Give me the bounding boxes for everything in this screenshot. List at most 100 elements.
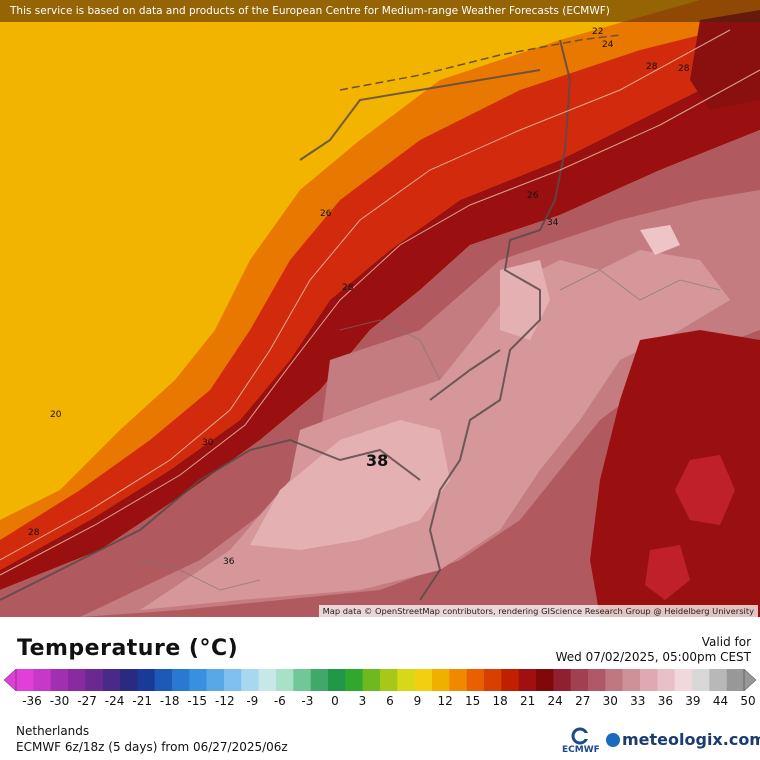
scale-cell (657, 669, 675, 691)
scale-tick-labels: -36 -30 -27 -24 -21 -18 -15 -12 -9 -6 -3 0 3 6 9 12 15 18… (0, 694, 760, 712)
contour-label: 34 (547, 218, 559, 228)
scale-tick: -36 (22, 694, 42, 708)
scale-tick: -15 (187, 694, 207, 708)
scale-cell (726, 669, 745, 691)
scale-cell (50, 669, 69, 691)
scale-cell (258, 669, 277, 691)
contour-label: 26 (320, 209, 332, 219)
contour-label: 30 (202, 438, 214, 448)
scale-cell (536, 669, 554, 691)
scale-cell (553, 669, 571, 691)
scale-tick: -27 (77, 694, 97, 708)
scale-tick: -21 (132, 694, 152, 708)
map-attribution[interactable]: Map data © OpenStreetMap contributors, r… (318, 605, 758, 617)
scale-cell (449, 669, 467, 691)
contour-label: 28 (646, 62, 658, 72)
scale-cell (328, 669, 346, 691)
scale-tick: 15 (464, 694, 481, 708)
scale-tick: 18 (492, 694, 508, 708)
map-layer (0, 0, 760, 617)
scale-cell (588, 669, 606, 691)
scale-cell (605, 669, 623, 691)
region-name: Netherlands (16, 724, 90, 738)
scale-cell (484, 669, 502, 691)
scale-tick: -18 (159, 694, 180, 708)
scale-tick: -30 (49, 694, 70, 708)
scale-cell (85, 669, 103, 691)
scale-cell (414, 669, 433, 691)
scale-cell (120, 669, 138, 691)
scale-tick: 6 (386, 694, 394, 708)
scale-cell (397, 669, 415, 691)
color-scale (4, 669, 756, 691)
ecmwf-logo-text: ECMWF (562, 745, 600, 755)
scale-tick: 12 (437, 694, 453, 708)
scale-cell (362, 669, 381, 691)
scale-tick: 39 (685, 694, 701, 708)
scale-cell (518, 669, 537, 691)
scale-right-arrow (743, 669, 756, 691)
scale-tick: 30 (602, 694, 618, 708)
ecmwf-banner: This service is based on data and produc… (0, 0, 760, 22)
scale-cell (674, 669, 693, 691)
scale-cell (640, 669, 658, 691)
meteologix-icon (606, 733, 620, 747)
ecmwf-logo-icon (571, 727, 590, 745)
scale-tick: 27 (575, 694, 591, 708)
scale-tick: -12 (214, 694, 235, 708)
scale-cell (68, 669, 86, 691)
ecmwf-logo: ECMWF (558, 726, 602, 758)
chart-title: Temperature (°C) (17, 636, 239, 661)
scale-cell (16, 669, 34, 691)
valid-label: Valid for (701, 635, 751, 649)
scale-tick: -6 (273, 694, 286, 708)
scale-cell (345, 669, 363, 691)
scale-tick: 33 (630, 694, 646, 708)
valid-time: Wed 07/02/2025, 05:00pm CEST (555, 650, 751, 664)
contour-label: 28 (678, 64, 690, 74)
scale-cell (206, 669, 225, 691)
scale-tick: 3 (358, 694, 367, 708)
contour-label: 24 (602, 40, 614, 50)
scale-cell (137, 669, 155, 691)
scale-cell (33, 669, 51, 691)
scale-tick: 24 (547, 694, 563, 708)
contour-label: 26 (527, 191, 539, 201)
contour-label: 28 (28, 528, 40, 538)
max-temperature-label: 38 (366, 451, 389, 470)
scale-cell (224, 669, 242, 691)
scale-cell (189, 669, 207, 691)
scale-tick: 21 (520, 694, 536, 708)
scale-tick: 9 (413, 694, 422, 708)
scale-cell (310, 669, 329, 691)
scale-cell (501, 669, 519, 691)
scale-tick: -3 (301, 694, 314, 708)
scale-tick: -9 (246, 694, 259, 708)
scale-cell (570, 669, 589, 691)
scale-cell (466, 669, 485, 691)
meteologix-text: meteologix.com (622, 730, 760, 749)
contour-label: 36 (223, 557, 235, 567)
scale-cell (432, 669, 450, 691)
scale-tick: 0 (331, 694, 339, 708)
scale-tick: 36 (657, 694, 674, 708)
contour-label: 28 (342, 283, 354, 293)
meteologix-logo[interactable]: meteologix.com (606, 730, 760, 749)
temperature-map[interactable]: This service is based on data and produc… (0, 0, 760, 617)
scale-cell (172, 669, 190, 691)
scale-cell (709, 669, 727, 691)
scale-tick: 44 (712, 694, 729, 708)
scale-cell (276, 669, 294, 691)
scale-cell (102, 669, 121, 691)
scale-tick: 50 (740, 694, 756, 708)
scale-cell (293, 669, 311, 691)
scale-left-arrow (4, 669, 17, 691)
scale-cell (154, 669, 173, 691)
contour-label: 20 (50, 410, 62, 420)
model-run: ECMWF 6z/18z (5 days) from 06/27/2025/06… (16, 740, 288, 754)
scale-cell (692, 669, 710, 691)
scale-cell (380, 669, 398, 691)
scale-cell (622, 669, 641, 691)
scale-tick: -24 (104, 694, 125, 708)
scale-cell (241, 669, 259, 691)
